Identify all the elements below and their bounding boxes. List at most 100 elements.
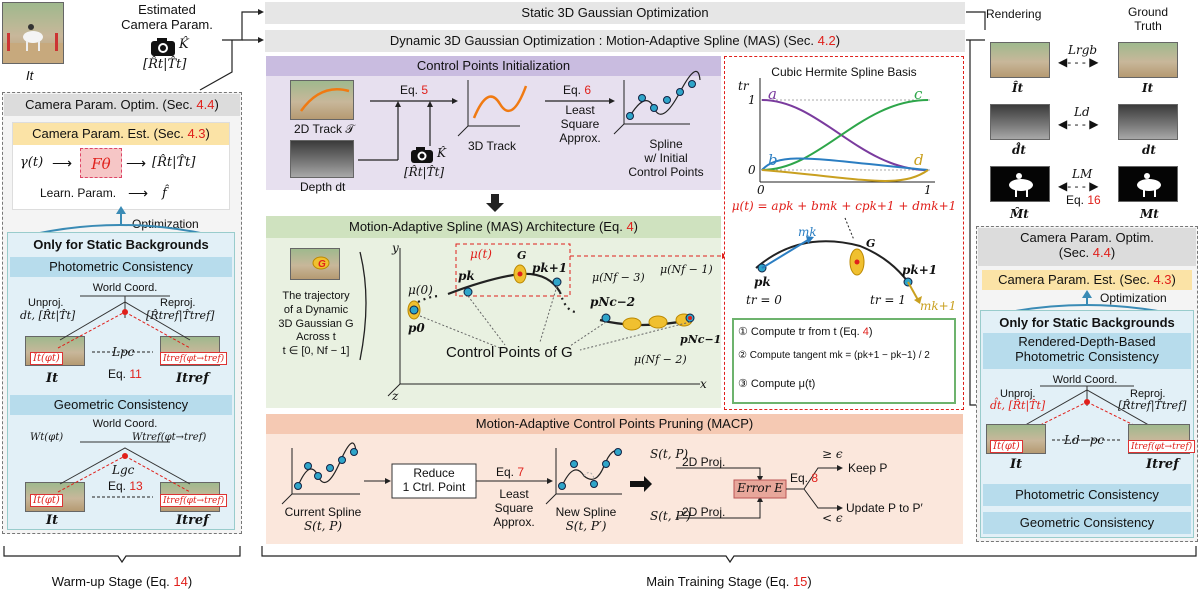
right-eq16: Eq. 16 [1066, 193, 1101, 207]
right-i-t: It [1142, 81, 1154, 95]
left-it-label: It [46, 371, 59, 386]
mas-pk: pk [458, 269, 475, 283]
mas-munf2: μ(Nf − 2) [634, 353, 687, 366]
right-unproj-val: d̂t, [R̂t|T̂t] [990, 399, 1046, 412]
spline-g: G [866, 237, 876, 250]
right-rendered-depth [990, 104, 1050, 140]
right-arrow-d: ◀- - - ▶ [1058, 117, 1099, 131]
it-label: It [26, 68, 34, 83]
macp-stp: S(t, P) [650, 447, 689, 461]
right-l-m: LM [1072, 167, 1093, 181]
cpi-to-mas-arrow [485, 194, 505, 219]
left-geo-img2-tag: Itref(φt→tref) [160, 494, 228, 507]
right-reproj: Reproj. [1130, 388, 1166, 400]
right-ground-truth: Ground Truth [1127, 5, 1169, 33]
cpi-spline-label: Spline w/ Initial Control Points [628, 137, 704, 179]
cpi-title-bar: Control Points Initialization [266, 56, 721, 76]
cpi-cam-k: K̂ [437, 146, 446, 160]
mas-title-bar: Motion-Adaptive Spline (MAS) Architectur… [266, 216, 721, 238]
mas-mu0: μ(0) [408, 283, 433, 297]
left-camera-optim-title: Camera Param. Optim. (Sec. 4.4) [4, 94, 240, 116]
spline-x0-tick: 0 [757, 183, 765, 197]
macp-eq7: Eq. 7 [496, 465, 525, 479]
spline-basis-chart [755, 78, 935, 304]
cpi-track2d-label: 2D Track 𝒯 [294, 122, 355, 136]
static-optimization-bar: Static 3D Gaussian Optimization [265, 2, 965, 24]
cam-rt-label: [R̂t|T̂t] [143, 57, 187, 72]
spline-step3: ③ Compute μ(t) [738, 378, 816, 390]
left-reproj-val: [R̂tref|T̂tref] [146, 309, 215, 322]
left-itref-label-2: Itref [176, 513, 209, 528]
left-geometric-bar: Geometric Consistency [10, 395, 232, 415]
right-arrow-rgb: ◀- - - ▶ [1058, 55, 1099, 69]
left-eq13: Eq. 13 [108, 479, 143, 493]
spline-steps-box [732, 318, 956, 404]
spline-zero-tick: 0 [748, 163, 756, 177]
mas-diagram [359, 243, 728, 397]
left-photometric-bar: Photometric Consistency [10, 257, 232, 277]
macp-geq: ≥ ϵ [822, 447, 843, 461]
mas-x-axis: x [700, 377, 707, 391]
macp-stpp: S(t, P′) [650, 509, 691, 523]
spline-pk: pk [754, 275, 771, 289]
right-arrow-m: ◀- - - ▶ [1058, 179, 1099, 193]
left-unproj: Unproj. [28, 297, 64, 309]
right-itref-label: Itref [1146, 457, 1179, 472]
spline-tr0: tr = 0 [746, 293, 782, 307]
macp-reduce-box: Reduce 1 Ctrl. Point [402, 466, 466, 494]
gamma-label: γ(t) [20, 155, 44, 170]
right-gt-mask [1118, 166, 1178, 202]
right-m-t: Mt [1140, 207, 1159, 221]
cpi-depth-image [290, 140, 354, 178]
estimated-label: Estimated [138, 2, 196, 17]
cam-k-label: K̂ [179, 37, 189, 52]
cpi-depth-label: Depth dt [300, 180, 346, 194]
right-static-only-label: Only for Static Backgrounds [999, 315, 1175, 330]
left-static-only-label: Only for Static Backgrounds [33, 237, 209, 252]
mas-munf1: μ(Nf − 1) [660, 263, 713, 276]
learn-param-label: Learn. Param. [40, 186, 117, 200]
mas-p0: p0 [408, 321, 425, 335]
macp-current-spline: Current Spline S(t, P) [284, 505, 362, 533]
spline-mk: mk [798, 225, 817, 239]
macp-keep: Keep P [848, 461, 888, 475]
right-i-hat: Ît [1012, 81, 1024, 95]
macp-new-spline: New Spline S(t, P′) [555, 505, 617, 533]
mas-mut: μ(t) [470, 247, 492, 261]
arrow-ftheta: ⟶ [126, 155, 147, 171]
mas-pk1: pk+1 [532, 261, 568, 275]
right-world-coord: World Coord. [1052, 374, 1118, 386]
right-rendering-label: Rendering [986, 7, 1042, 21]
left-world-coord: World Coord. [92, 282, 158, 294]
arrow-gamma: ⟶ [52, 155, 73, 171]
mas-panel [266, 216, 721, 408]
macp-panel [266, 414, 963, 544]
spline-basis-title: Cubic Hermite Spline Basis [771, 65, 917, 79]
right-it-label: It [1010, 457, 1023, 472]
right-unproj: Unproj. [1000, 388, 1036, 400]
right-m-hat: M̂t [1010, 207, 1029, 221]
svg-text:G: G [318, 259, 326, 270]
mas-z-axis: z [392, 389, 399, 403]
spline-mk1: mk+1 [920, 299, 957, 313]
spline-x1-tick: 1 [924, 183, 932, 197]
right-camera-est-bar: Camera Param. Est. (Sec. 4.3) [982, 270, 1192, 290]
f-hat-label: f̂ [162, 186, 167, 201]
spline-c-label: c [914, 85, 923, 103]
right-geometric-bar: Geometric Consistency [983, 512, 1191, 534]
spline-b-label: b [768, 151, 778, 169]
mas-y-axis: y [392, 241, 399, 255]
spline-tr-axis: tr [738, 79, 749, 93]
mas-munf3: μ(Nf − 3) [592, 271, 645, 284]
left-unproj-val: dt, [R̂t|T̂t] [20, 309, 76, 322]
macp-proj2: 2D Proj. [682, 505, 726, 519]
left-it-label-2: It [46, 513, 59, 528]
right-l-dpc: Ld−pc [1064, 433, 1105, 447]
left-geo-img1-tag: It(φt) [30, 494, 63, 507]
mas-control-points-label: Control Points of G [446, 344, 573, 361]
right-l-d: Ld [1074, 105, 1090, 119]
right-d-hat: d̂t [1012, 143, 1026, 157]
spline-step1: ① Compute tr from t (Eq. 4) [738, 326, 873, 338]
spline-tr1: tr = 1 [870, 293, 906, 307]
